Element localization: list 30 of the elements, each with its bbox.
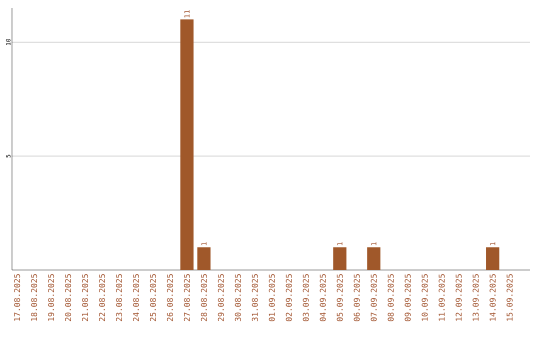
x-tick-label: 21.08.2025 (82, 274, 88, 322)
x-tick-label: 02.09.2025 (286, 274, 292, 322)
x-tick-label: 13.09.2025 (472, 274, 479, 321)
x-tick-label: 07.09.2025 (370, 274, 377, 322)
x-tick-label: 03.09.2025 (302, 274, 309, 322)
x-tick-label: 14.09.2025 (490, 274, 496, 321)
x-tick-label: 30.08.2025 (234, 274, 241, 322)
x-tick-label: 24.08.2025 (132, 274, 140, 322)
x-tick-label: 06.09.2025 (354, 274, 360, 322)
x-tick-label: 23.08.2025 (116, 274, 122, 322)
x-tick-label: 12.09.2025 (456, 274, 462, 321)
x-tick-label: 27.08.2025 (184, 274, 190, 322)
x-tick-label: 26.08.2025 (166, 274, 173, 322)
x-tick-label: 29.08.2025 (218, 274, 224, 322)
x-tick-label: 28.08.2025 (200, 274, 207, 322)
x-tick-label: 11.09.2025 (438, 274, 445, 321)
x-tick-label: 05.09.2025 (336, 274, 343, 322)
x-tick-label: 04.09.2025 (320, 274, 326, 322)
x-tick-label: 10.09.2025 (422, 274, 428, 321)
x-tick-label: 15.09.2025 (506, 274, 513, 321)
x-tick-label: 19.08.2025 (48, 274, 54, 321)
x-tick-label: 18.08.2025 (31, 274, 38, 321)
x-tick-label: 08.09.2025 (388, 274, 394, 322)
x-tick-label: 22.08.2025 (98, 274, 106, 322)
x-tick-label: 01.09.2025 (268, 274, 275, 322)
x-tick-label: 20.08.2025 (65, 274, 72, 322)
x-tick-label: 25.08.2025 (150, 274, 156, 322)
x-tick-label: 09.09.2025 (404, 274, 411, 322)
x-tick-label: 17.08.2025 (14, 274, 20, 321)
x-tick-label: 31.08.2025 (252, 274, 258, 322)
